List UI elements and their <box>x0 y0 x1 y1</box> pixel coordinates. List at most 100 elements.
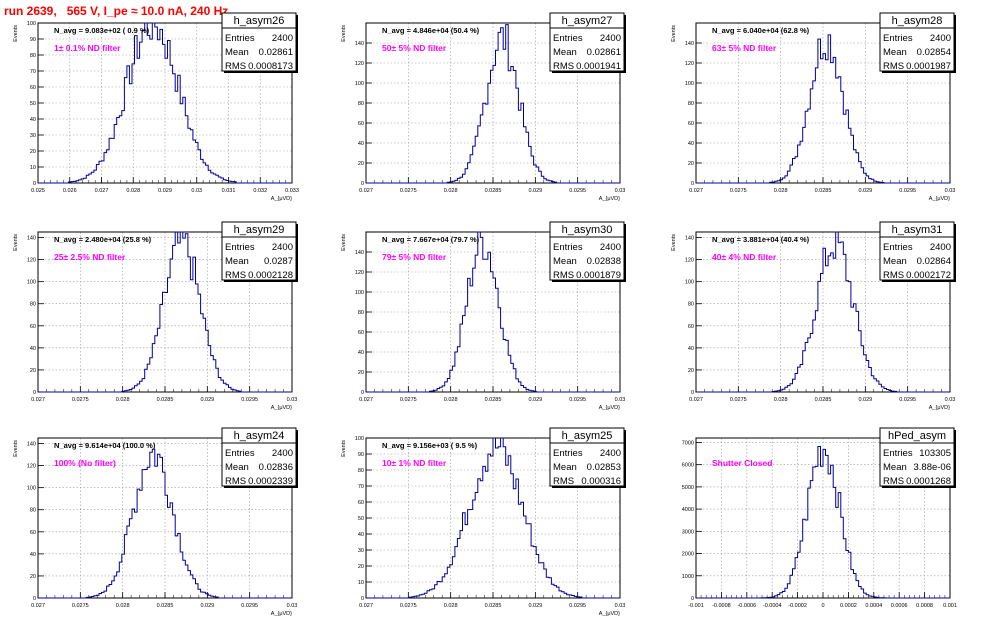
stats-value: 2400 <box>600 448 621 459</box>
y-tick-label: 40 <box>30 552 36 558</box>
stats-value: 3.88e-06 <box>913 462 951 473</box>
histogram-panel-hPed_asym: -0.001 -0.0008 -0.0006 -0.0004 -0.0002 0 0.000… <box>682 427 957 609</box>
y-tick-label: 80 <box>688 302 694 308</box>
stats-value: 0.0001941 <box>576 61 621 72</box>
x-axis-label: A_{μVD} <box>929 405 950 411</box>
histogram-line <box>696 231 950 393</box>
x-tick-label: 0.026 <box>63 188 77 194</box>
y-tick-label: 60 <box>30 530 36 536</box>
filter-annotation: 40± 4% ND filter <box>712 252 777 262</box>
stats-value: 0.0008173 <box>248 61 293 72</box>
x-tick-label: 0.027 <box>359 397 373 403</box>
stats-box <box>549 12 625 72</box>
x-tick-label: 0.0002 <box>840 603 857 609</box>
filter-annotation: 79± 5% ND filter <box>382 252 447 262</box>
y-tick-label: 0 <box>361 181 364 187</box>
x-tick-label: 0.027 <box>689 397 703 403</box>
y-tick-label: 20 <box>688 161 694 167</box>
stats-label: Mean <box>225 47 249 58</box>
stats-value: 0.0001987 <box>906 61 951 72</box>
y-tick-label: 20 <box>30 368 36 374</box>
y-tick-label: 90 <box>358 452 364 458</box>
plot-frame <box>695 437 951 599</box>
y-tick-label: 7000 <box>682 440 694 446</box>
stats-label: Mean <box>225 462 249 473</box>
y-tick-label: 100 <box>27 280 36 286</box>
x-tick-label: 0.029 <box>858 397 872 403</box>
x-tick-label: 0.0295 <box>569 188 586 194</box>
filter-annotation: 25± 2.5% ND filter <box>54 252 126 262</box>
stats-value: 0.0002128 <box>248 270 293 281</box>
stats-label: RMS <box>553 476 574 487</box>
y-tick-label: 60 <box>30 324 36 330</box>
y-axis-label: Events <box>341 234 347 251</box>
x-tick-label: 0.03 <box>191 188 202 194</box>
x-tick-label: 0.028 <box>116 397 130 403</box>
plot-frame <box>695 231 951 393</box>
x-tick-label: 0.027 <box>31 397 45 403</box>
y-tick-label: 60 <box>358 121 364 127</box>
stats-box <box>221 427 297 487</box>
y-tick-label: 140 <box>685 236 694 242</box>
x-tick-label: 0.0285 <box>157 603 174 609</box>
stats-label: RMS <box>553 61 574 72</box>
y-tick-label: 1000 <box>682 574 694 580</box>
stats-label: RMS <box>225 61 246 72</box>
y-tick-label: 70 <box>358 484 364 490</box>
x-tick-label: 0.03 <box>287 603 298 609</box>
stats-title: h_asym25 <box>562 430 613 442</box>
stats-label: RMS <box>225 270 246 281</box>
y-tick-label: 5000 <box>682 485 694 491</box>
stats-value: 2400 <box>272 33 293 44</box>
x-tick-label: 0.0008 <box>916 603 933 609</box>
y-tick-label: 60 <box>688 324 694 330</box>
x-tick-label: 0.0295 <box>241 603 258 609</box>
x-tick-label: 0.029 <box>858 188 872 194</box>
y-tick-label: 100 <box>685 280 694 286</box>
x-tick-label: 0.0004 <box>865 603 882 609</box>
x-tick-label: 0.0275 <box>72 603 89 609</box>
x-tick-label: 0.029 <box>528 188 542 194</box>
x-axis-label: A_{μVD} <box>271 196 292 202</box>
x-axis-label: A_{μVD} <box>271 611 292 617</box>
stats-box <box>221 12 297 72</box>
stats-value: 0.000316 <box>581 476 621 487</box>
y-tick-label: 0 <box>33 181 36 187</box>
histogram-line <box>696 34 950 184</box>
y-axis-label: Events <box>13 234 19 251</box>
x-tick-label: 0.028 <box>126 188 140 194</box>
histogram-panel-h_asym25: 0.027 0.0275 0.028 0.0285 0.029 0.0295 0.03 0 10… <box>341 427 626 617</box>
stats-label: Entries <box>553 242 583 253</box>
x-tick-label: 0.029 <box>158 188 172 194</box>
plot-frame <box>37 231 293 393</box>
plot-frame <box>37 22 293 184</box>
stats-value: 0.02864 <box>917 256 951 267</box>
stats-label: RMS <box>553 270 574 281</box>
y-tick-label: 0 <box>691 181 694 187</box>
x-tick-label: 0.001 <box>943 603 957 609</box>
y-axis-label: Events <box>671 25 677 42</box>
y-tick-label: 70 <box>30 69 36 75</box>
y-tick-label: 120 <box>355 61 364 67</box>
histogram-line <box>366 437 620 599</box>
x-tick-label: 0.0275 <box>730 188 747 194</box>
stats-title: h_asym30 <box>562 224 613 236</box>
stats-label: Entries <box>883 242 913 253</box>
x-tick-label: 0.032 <box>253 188 267 194</box>
x-tick-label: 0.0295 <box>569 397 586 403</box>
y-tick-label: 0 <box>361 390 364 396</box>
x-axis-label: A_{μVD} <box>599 611 620 617</box>
x-tick-label: 0.0295 <box>899 397 916 403</box>
stats-value: 0.0287 <box>264 256 293 267</box>
stats-value: 2400 <box>272 448 293 459</box>
x-tick-label: 0.0275 <box>400 397 417 403</box>
x-tick-label: 0.0285 <box>157 397 174 403</box>
histogram-panel-h_asym24: 0.027 0.0275 0.028 0.0285 0.029 0.0295 0.03 0 20… <box>13 427 298 617</box>
stats-value: 0.02836 <box>259 462 293 473</box>
navg-title: N_avg = 6.040e+04 (62.8 %) <box>712 26 810 35</box>
histogram-panel-h_asym31: 0.027 0.0275 0.028 0.0285 0.029 0.0295 0.03 0 20… <box>671 221 956 411</box>
y-tick-label: 3000 <box>682 529 694 535</box>
y-tick-label: 80 <box>358 310 364 316</box>
x-tick-label: 0.027 <box>31 603 45 609</box>
